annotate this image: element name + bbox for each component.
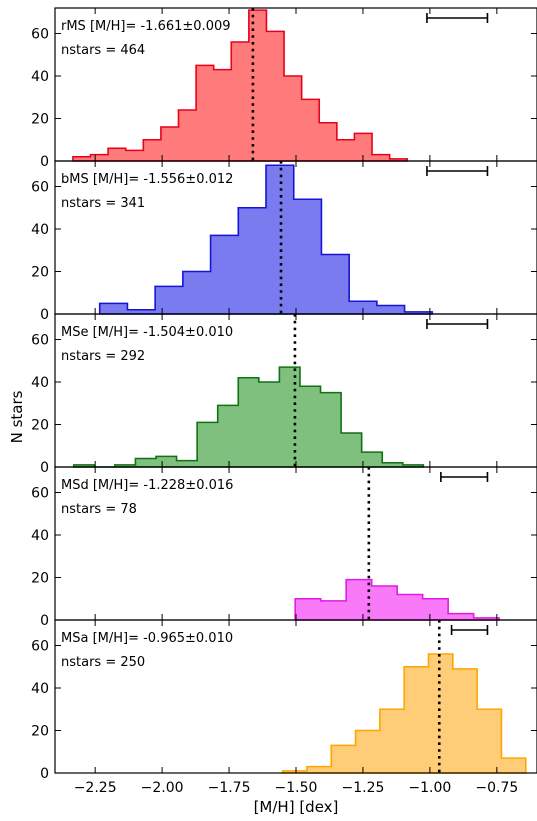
panel-1-ytick-label: 0	[40, 307, 49, 323]
panel-2-ytick-label: 0	[40, 460, 49, 476]
panel-4-nstars: nstars = 250	[61, 655, 145, 670]
panel-3-label: MSd [M/H]= -1.228±0.016	[61, 478, 233, 493]
panel-4-histogram	[281, 653, 527, 774]
panel-3-ytick-label: 0	[40, 613, 49, 629]
x-tick-label: −1.00	[408, 780, 451, 796]
panel-3-histogram	[294, 578, 500, 621]
panel-1-ytick-label: 60	[31, 180, 49, 196]
panel-2-ytick-label: 20	[31, 418, 49, 434]
panel-4-ytick-label: 40	[31, 681, 49, 697]
x-tick-label: −1.50	[275, 780, 318, 796]
panel-3-ytick-label: 40	[31, 528, 49, 544]
x-tick-label: −0.75	[475, 780, 518, 796]
panel-3-ytick-label: 60	[31, 486, 49, 502]
y-axis-label: N stars	[8, 390, 26, 443]
x-tick-label: −2.00	[141, 780, 184, 796]
panel-0-ytick-label: 20	[31, 112, 49, 128]
panel-2-nstars: nstars = 292	[61, 349, 145, 364]
x-tick-label: −1.75	[208, 780, 251, 796]
panel-0-ytick-label: 0	[40, 154, 49, 170]
panel-1-ytick-label: 20	[31, 265, 49, 281]
panel-2-ytick-label: 40	[31, 375, 49, 391]
panel-0-ytick-label: 40	[31, 69, 49, 85]
panel-4-ytick-label: 20	[31, 724, 49, 740]
panel-3-nstars: nstars = 78	[61, 502, 137, 517]
x-axis-label: [M/H] [dex]	[254, 798, 339, 816]
panel-3-ytick-label: 20	[31, 571, 49, 587]
panel-4-label: MSa [M/H]= -0.965±0.010	[61, 631, 233, 646]
panel-0-label: rMS [M/H]= -1.661±0.009	[61, 19, 231, 34]
panel-0-ytick-label: 60	[31, 27, 49, 43]
panel-2-ytick-label: 60	[31, 333, 49, 349]
panel-2-histogram	[72, 366, 425, 468]
panel-1-histogram	[98, 164, 434, 315]
panel-1-label: bMS [M/H]= -1.556±0.012	[61, 172, 233, 187]
panel-2-label: MSe [M/H]= -1.504±0.010	[61, 325, 233, 340]
panel-4-ytick-label: 60	[31, 639, 49, 655]
panel-1-ytick-label: 40	[31, 222, 49, 238]
panel-0-nstars: nstars = 464	[61, 43, 145, 58]
x-tick-label: −2.25	[74, 780, 117, 796]
x-tick-label: −1.25	[341, 780, 384, 796]
panel-4-ytick-label: 0	[40, 766, 49, 782]
panel-0-histogram	[72, 9, 409, 162]
panel-1-nstars: nstars = 341	[61, 196, 145, 211]
